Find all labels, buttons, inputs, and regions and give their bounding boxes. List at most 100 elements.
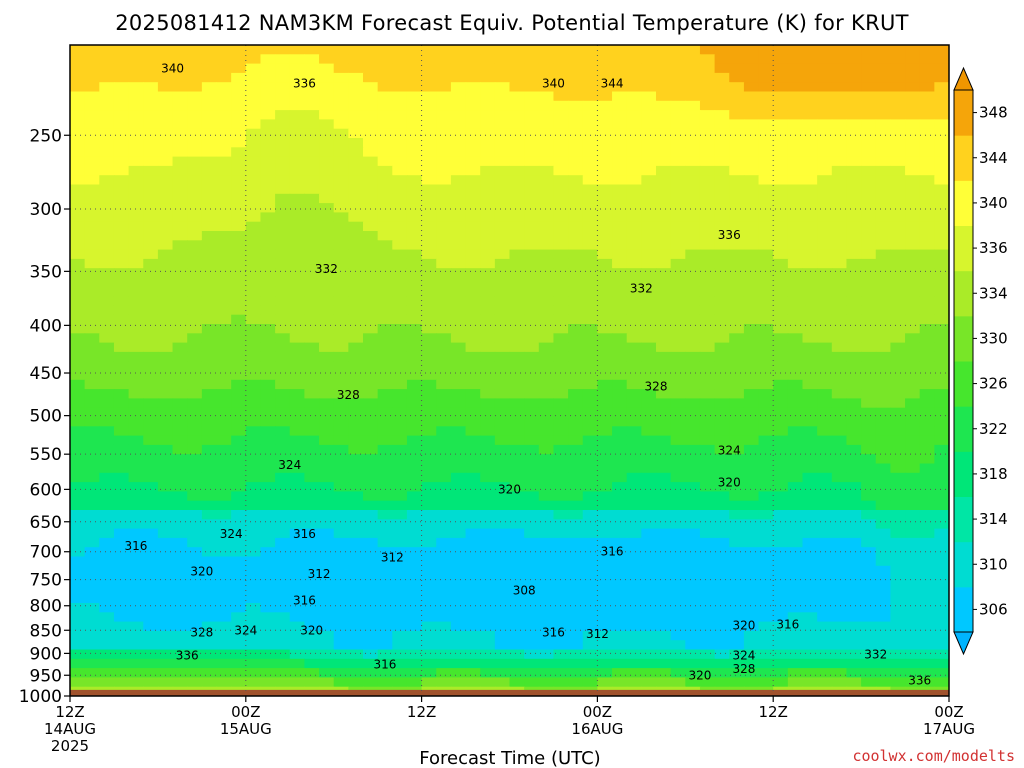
field-cell xyxy=(70,491,86,502)
field-cell xyxy=(773,649,789,660)
field-cell xyxy=(113,677,130,688)
field-cell xyxy=(743,286,760,297)
field-cell xyxy=(113,640,130,651)
field-cell xyxy=(363,658,379,669)
field-cell xyxy=(406,175,423,186)
field-cell xyxy=(787,249,804,260)
field-cell xyxy=(817,407,833,418)
field-cell xyxy=(714,426,730,437)
field-cell xyxy=(128,510,144,520)
field-cell xyxy=(582,556,598,567)
field-cell xyxy=(875,333,891,344)
field-cell xyxy=(494,286,511,297)
field-cell xyxy=(480,658,496,669)
field-cell xyxy=(113,156,130,167)
field-cell xyxy=(524,565,540,576)
field-cell xyxy=(524,342,540,353)
field-cell xyxy=(831,677,848,688)
field-cell xyxy=(802,193,818,204)
field-cell xyxy=(289,240,305,251)
field-cell xyxy=(289,603,305,613)
field-cell xyxy=(143,305,159,316)
field-cell xyxy=(201,407,218,418)
field-cell xyxy=(172,491,188,502)
field-cell xyxy=(377,398,393,409)
field-cell xyxy=(934,231,949,241)
field-cell xyxy=(729,296,745,306)
field-cell xyxy=(905,640,921,651)
field-cell xyxy=(377,193,393,204)
field-cell xyxy=(450,370,467,381)
field-cell xyxy=(99,398,115,409)
field-cell xyxy=(582,333,598,344)
field-cell xyxy=(260,231,276,241)
field-cell xyxy=(70,640,86,651)
field-cell xyxy=(758,305,774,316)
field-cell xyxy=(128,593,144,604)
field-cell xyxy=(831,547,848,558)
field-cell xyxy=(758,91,774,102)
field-cell xyxy=(201,379,218,390)
field-cell xyxy=(289,175,305,186)
field-cell xyxy=(494,379,511,390)
field-cell xyxy=(304,584,320,595)
field-cell xyxy=(187,575,203,585)
field-cell xyxy=(70,426,86,437)
field-cell xyxy=(70,240,86,251)
field-cell xyxy=(612,630,628,641)
field-cell xyxy=(714,510,730,520)
field-cell xyxy=(84,565,100,576)
field-cell xyxy=(524,119,540,130)
field-cell xyxy=(392,630,408,641)
field-cell xyxy=(406,482,423,492)
field-cell xyxy=(685,138,701,148)
field-cell xyxy=(480,482,496,492)
field-cell xyxy=(802,398,818,409)
field-cell xyxy=(172,128,188,139)
field-cell xyxy=(465,249,481,260)
field-cell xyxy=(568,370,584,381)
field-cell xyxy=(128,165,144,176)
field-cell xyxy=(494,296,511,306)
field-cell xyxy=(905,584,921,595)
field-cell xyxy=(685,500,701,511)
field-cell xyxy=(172,54,188,65)
field-cell xyxy=(172,482,188,492)
field-cell xyxy=(568,500,584,511)
field-cell xyxy=(626,575,642,585)
colorbar-swatch xyxy=(954,496,973,543)
field-cell xyxy=(113,277,130,288)
field-cell xyxy=(802,658,818,669)
field-cell xyxy=(714,482,730,492)
field-cell xyxy=(919,268,935,279)
field-cell xyxy=(436,556,452,567)
field-cell xyxy=(743,482,760,492)
field-cell xyxy=(436,119,452,130)
field-cell xyxy=(817,640,833,651)
field-cell xyxy=(817,324,833,334)
field-cell xyxy=(113,286,130,297)
field-cell xyxy=(480,212,496,223)
field-cell xyxy=(524,277,540,288)
field-cell xyxy=(875,510,891,520)
field-cell xyxy=(128,649,144,660)
field-cell xyxy=(905,537,921,548)
field-cell xyxy=(538,128,555,139)
field-cell xyxy=(597,286,613,297)
field-cell xyxy=(699,72,716,83)
contour-label: 312 xyxy=(381,550,404,564)
field-cell xyxy=(480,258,496,269)
field-cell xyxy=(84,249,100,260)
field-cell xyxy=(465,110,481,120)
field-cell xyxy=(934,156,949,167)
field-cell xyxy=(597,91,613,102)
field-cell xyxy=(831,640,848,651)
field-cell xyxy=(465,398,481,409)
field-cell xyxy=(817,54,833,65)
field-cell xyxy=(363,156,379,167)
field-cell xyxy=(787,500,804,511)
field-cell xyxy=(304,231,320,241)
field-cell xyxy=(905,472,921,483)
field-cell xyxy=(216,584,232,595)
field-cell xyxy=(245,491,262,502)
